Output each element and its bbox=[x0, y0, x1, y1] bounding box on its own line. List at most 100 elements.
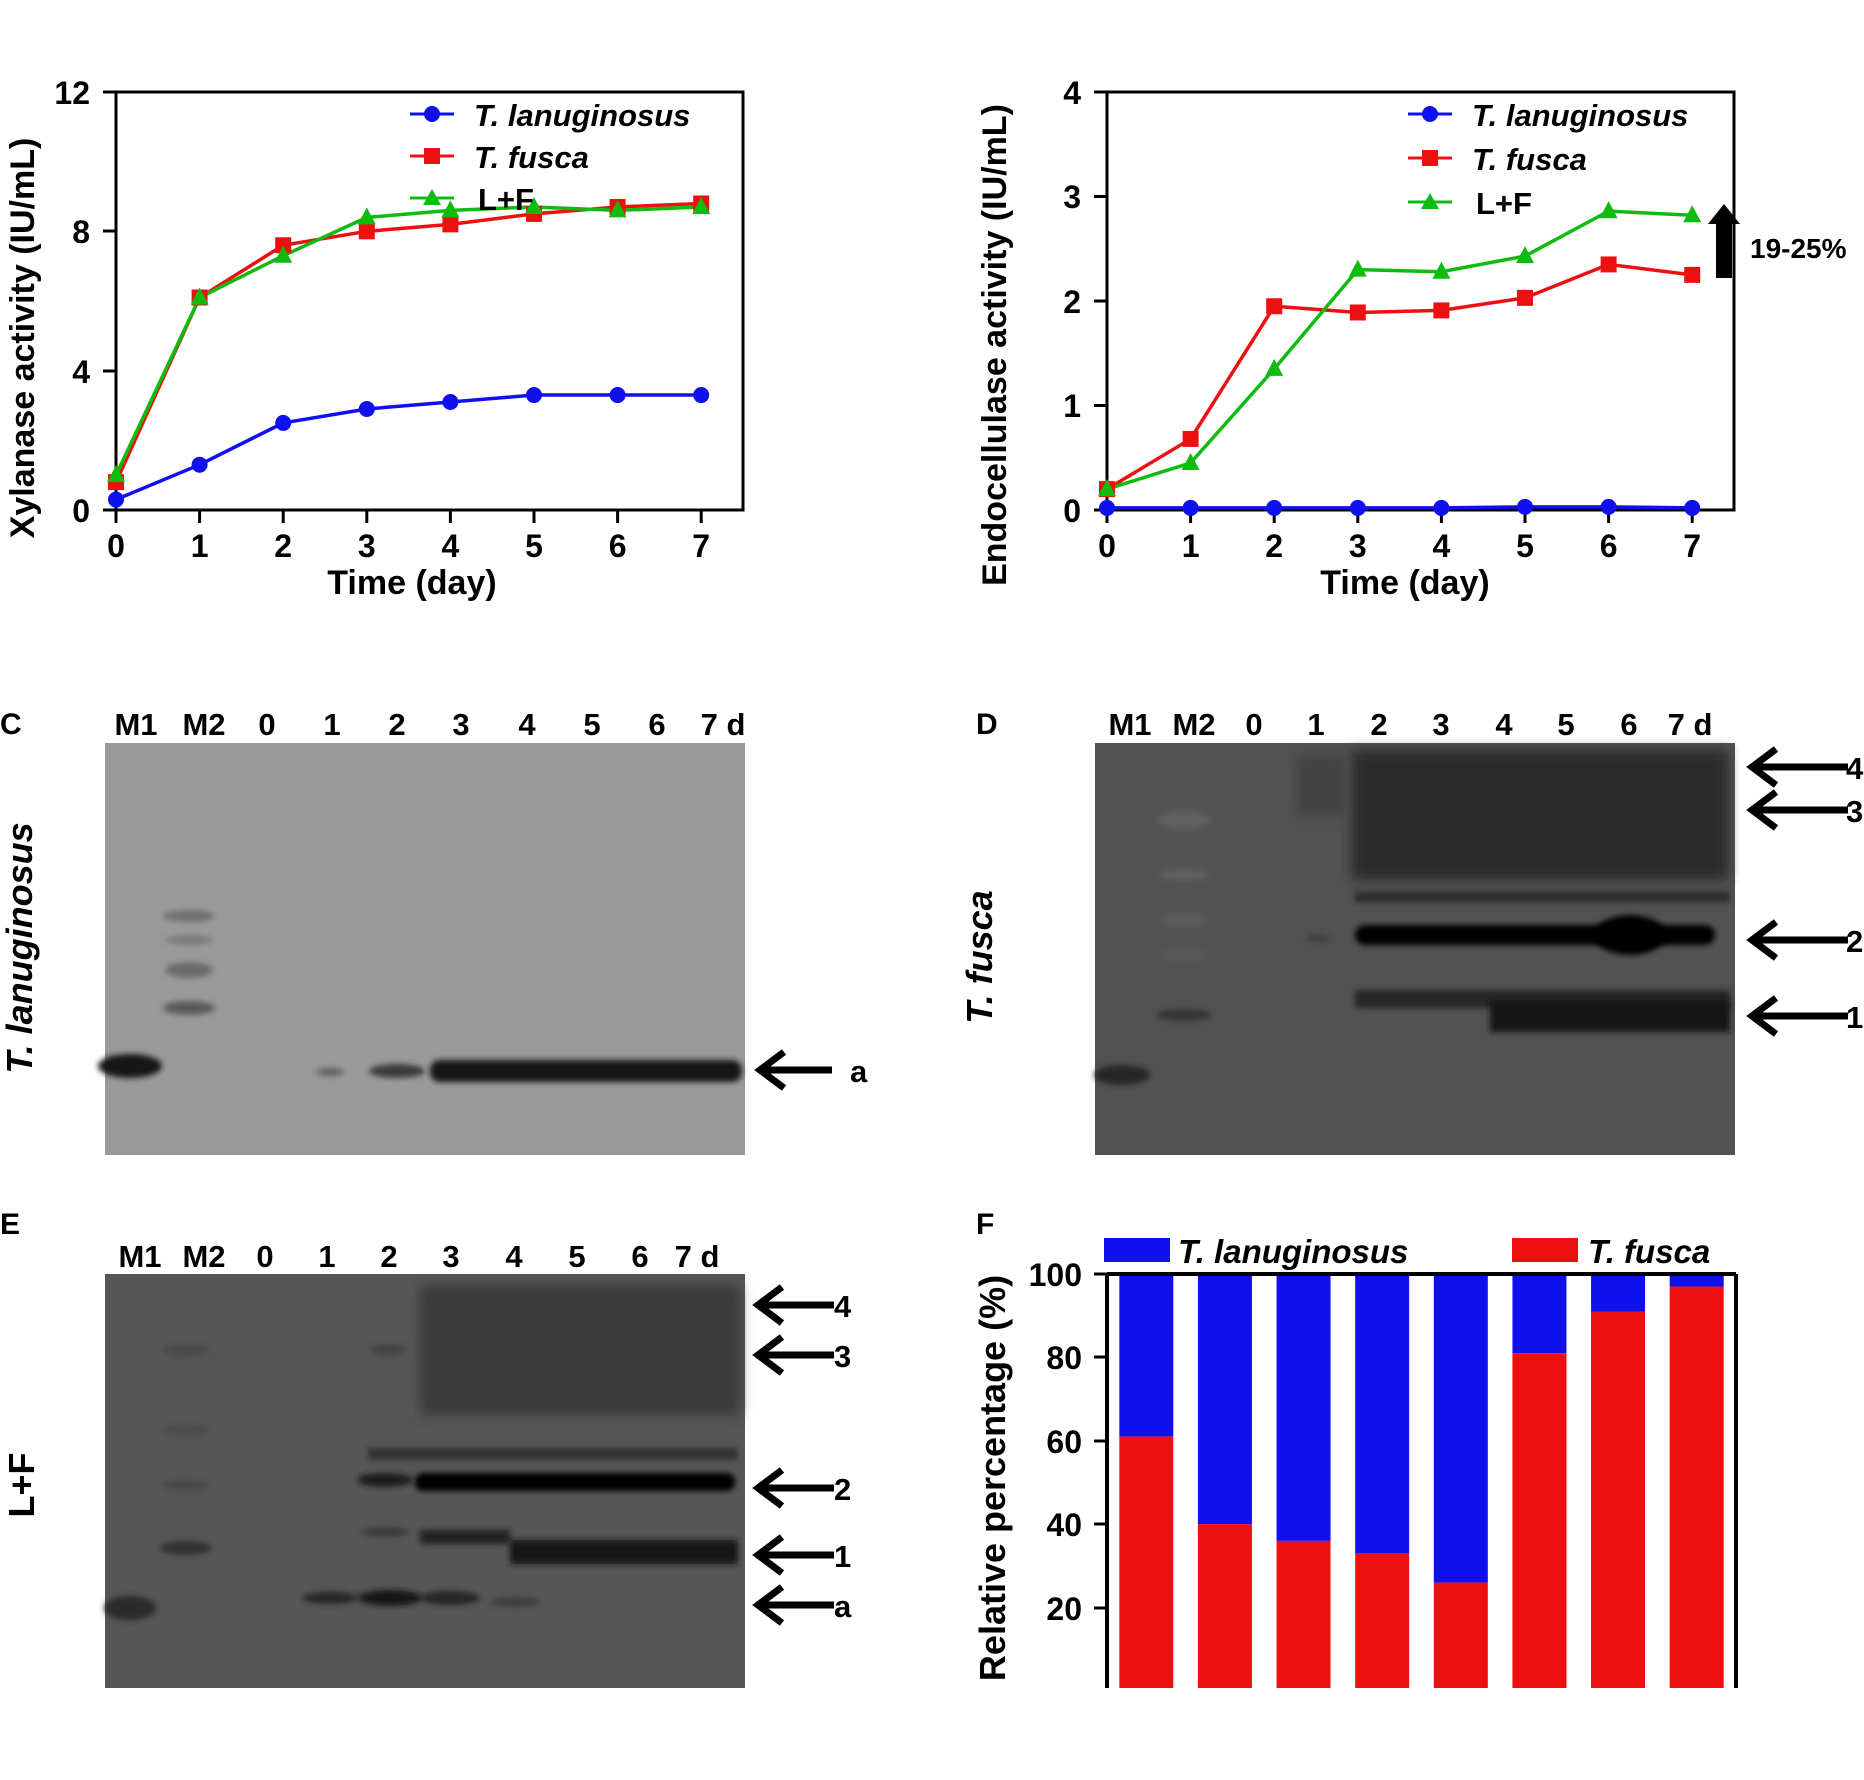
left-arrow-icon bbox=[1746, 995, 1779, 1037]
panel-a-point bbox=[275, 414, 292, 431]
lane-label: 7 d bbox=[701, 707, 746, 742]
panel-f: F T. lanuginosus T. fusca 100 80 60 40 2… bbox=[960, 1208, 1864, 1780]
panel-a-xtick-label: 0 bbox=[107, 528, 125, 564]
lane-label: 2 bbox=[380, 1239, 397, 1274]
panel-b-xtick-label: 4 bbox=[1433, 528, 1451, 564]
bar-fusca bbox=[1276, 1540, 1331, 1691]
panel-b-point bbox=[1684, 266, 1701, 283]
lane-label: 4 bbox=[518, 707, 536, 742]
lane-label: 1 bbox=[1307, 707, 1324, 742]
lane-label: M2 bbox=[182, 1239, 225, 1274]
panel-b-point bbox=[1182, 430, 1199, 447]
panel-f-bars bbox=[1119, 1274, 1724, 1691]
arrow-label: 1 bbox=[834, 1539, 851, 1574]
panel-a-point bbox=[525, 196, 543, 214]
panel-a-point bbox=[275, 237, 292, 254]
panel-a-point bbox=[441, 200, 460, 218]
panel-a-ytick-8: 8 bbox=[72, 214, 90, 250]
panel-f-legend: T. lanuginosus T. fusca bbox=[1104, 1233, 1710, 1270]
panel-b-point bbox=[1516, 246, 1534, 264]
legend-square-icon bbox=[424, 148, 440, 164]
lane-label: 0 bbox=[1245, 707, 1262, 742]
panel-e: E L+F M1 M2 0 1 2 3 4 5 6 7 d bbox=[0, 1208, 852, 1688]
panel-d-letter: D bbox=[976, 708, 998, 741]
panel-b-xtick-label: 7 bbox=[1683, 528, 1701, 564]
bar-fusca bbox=[1669, 1286, 1724, 1691]
arrow-label: 1 bbox=[1846, 1000, 1863, 1035]
panel-e-title: L+F bbox=[1, 1452, 42, 1517]
bar-fusca bbox=[1355, 1553, 1410, 1691]
panel-a-point bbox=[692, 196, 711, 214]
lane-label: 3 bbox=[1432, 707, 1449, 742]
left-arrow-icon bbox=[752, 1467, 785, 1509]
panel-d-arrow-2: 2 bbox=[1746, 919, 1863, 961]
lane-label: 7 d bbox=[675, 1239, 720, 1274]
panel-a-point bbox=[191, 456, 208, 473]
bar-lanuginosus bbox=[1355, 1274, 1410, 1554]
panel-b-point bbox=[1348, 259, 1367, 277]
panel-f-yticks bbox=[1094, 1272, 1107, 1610]
panel-a-point bbox=[358, 400, 375, 417]
panel-d: D T. fusca M1 M2 0 1 2 3 4 5 6 7 d bbox=[959, 707, 1864, 1155]
lane-label: 2 bbox=[388, 707, 405, 742]
panel-b-series-line bbox=[1106, 262, 1693, 491]
lane-label: 2 bbox=[1370, 707, 1387, 742]
panel-f-legend-lanuginosus: T. lanuginosus bbox=[1178, 1233, 1408, 1270]
legend-circle-icon bbox=[424, 106, 440, 122]
panel-f-legend-fusca: T. fusca bbox=[1588, 1233, 1710, 1270]
panel-e-lanes: M1 M2 0 1 2 3 4 5 6 7 d bbox=[118, 1239, 719, 1274]
arrow-label: 4 bbox=[834, 1289, 852, 1324]
panel-d-arrow-1: 1 bbox=[1746, 995, 1863, 1037]
panel-b-legend: T. lanuginosus T. fusca L+F bbox=[1408, 98, 1688, 221]
arrow-label: 3 bbox=[834, 1339, 851, 1374]
bar-lanuginosus bbox=[1433, 1274, 1488, 1583]
panel-b-legend-lf: L+F bbox=[1476, 186, 1532, 221]
arrow-label: 4 bbox=[1846, 751, 1864, 786]
panel-a-xtick-label: 5 bbox=[525, 528, 543, 564]
panel-a-point bbox=[357, 207, 376, 225]
panel-c-bands bbox=[98, 910, 742, 1082]
bar-lanuginosus bbox=[1512, 1274, 1567, 1354]
bar-lanuginosus bbox=[1119, 1274, 1174, 1437]
lane-label: M1 bbox=[114, 707, 157, 742]
lane-label: 5 bbox=[568, 1239, 585, 1274]
panel-f-letter: F bbox=[976, 1208, 994, 1241]
panel-b-xlabel: Time (day) bbox=[1320, 564, 1489, 602]
panel-b-xtick-label: 6 bbox=[1600, 528, 1618, 564]
panel-b-xtick-label: 5 bbox=[1516, 528, 1534, 564]
lane-label: 1 bbox=[318, 1239, 335, 1274]
panel-e-bands bbox=[104, 1285, 740, 1620]
panel-b-point bbox=[1099, 499, 1115, 516]
legend-swatch-lanuginosus bbox=[1104, 1238, 1170, 1262]
panel-b-xtick-label: 1 bbox=[1182, 528, 1200, 564]
panel-a-point bbox=[358, 223, 375, 240]
lane-label: M2 bbox=[182, 707, 225, 742]
panel-b-frame bbox=[1105, 90, 1736, 512]
panel-b-point bbox=[1349, 304, 1366, 321]
panel-b-point bbox=[1265, 358, 1284, 376]
panel-b-point bbox=[1098, 479, 1116, 497]
panel-b-point bbox=[1600, 498, 1617, 515]
panel-a-series bbox=[107, 195, 711, 508]
panel-b-annotation: 19-25% bbox=[1750, 233, 1847, 264]
panel-d-lanes: M1 M2 0 1 2 3 4 5 6 7 d bbox=[1108, 707, 1712, 742]
left-arrow-icon bbox=[752, 1334, 785, 1376]
panel-a-point bbox=[609, 387, 626, 404]
arrow-label: 3 bbox=[1846, 794, 1863, 829]
panel-b-point bbox=[1683, 205, 1702, 223]
panel-a-point bbox=[608, 200, 627, 218]
panel-e-arrow-a: a bbox=[752, 1584, 852, 1626]
panel-a-ytick-12: 12 bbox=[54, 75, 90, 111]
panel-a-legend-fusca: T. fusca bbox=[474, 140, 589, 175]
panel-a-legend-lf: L+F bbox=[478, 182, 534, 217]
panel-a-point bbox=[442, 394, 459, 411]
lane-label: 5 bbox=[583, 707, 600, 742]
panel-a-legend: T. lanuginosus T. fusca L+F bbox=[410, 98, 690, 217]
panel-a-point bbox=[190, 287, 209, 305]
lane-label: 1 bbox=[323, 707, 340, 742]
lane-label: 0 bbox=[258, 707, 275, 742]
panel-a-point bbox=[693, 387, 710, 404]
panel-c-lanes: M1 M2 0 1 2 3 4 5 6 7 d bbox=[114, 707, 745, 742]
